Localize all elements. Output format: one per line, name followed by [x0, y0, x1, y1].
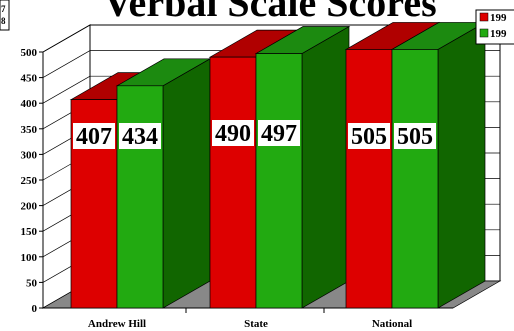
- y-tick-label: 0: [32, 303, 38, 315]
- grid-line-side: [42, 75, 91, 104]
- data-label: 407: [76, 124, 112, 150]
- y-axis: 0 50 100 150 200 250 300 350 400 450 500: [21, 47, 44, 315]
- data-label: 434: [122, 124, 158, 150]
- y-tick-label: 500: [21, 47, 38, 59]
- bar-state-s2: [255, 53, 303, 309]
- bar-side-andrew-hill-s2: [162, 58, 211, 309]
- data-label-box: [258, 120, 300, 146]
- y-tick-label: 350: [21, 124, 38, 136]
- left-edge-text-1: 7: [1, 4, 6, 14]
- x-category-label: Andrew Hill: [88, 318, 146, 330]
- bar-side-national-s2: [437, 21, 486, 309]
- data-label-box: [119, 123, 161, 149]
- y-tick-label: 150: [21, 226, 38, 238]
- legend-label-series-1: 199: [490, 12, 507, 24]
- data-label: 490: [215, 121, 251, 147]
- data-label: 505: [351, 124, 387, 150]
- x-category-label: National: [372, 318, 412, 330]
- data-label-box: [212, 120, 254, 146]
- left-edge-text-2: 8: [1, 16, 6, 26]
- bar-side-state-s2: [301, 25, 350, 309]
- data-label-box: [394, 123, 436, 149]
- grid-line-side: [42, 24, 91, 53]
- x-category-label: State: [244, 318, 268, 330]
- y-tick-label: 450: [21, 73, 38, 85]
- y-tick-label: 300: [21, 149, 38, 161]
- chart-title: Verbal Scale Scores: [103, 0, 436, 25]
- bar-national-s2: [391, 49, 439, 309]
- bar-national-s1: [345, 49, 393, 309]
- grid-line-side: [42, 50, 91, 78]
- data-label-box: [73, 123, 115, 149]
- y-tick-label: 50: [26, 277, 38, 289]
- y-tick-label: 100: [21, 252, 38, 264]
- y-tick-label: 200: [21, 201, 38, 213]
- legend-swatch-series-2: [479, 28, 489, 38]
- data-label: 497: [261, 121, 297, 147]
- legend-swatch-series-1: [479, 12, 489, 22]
- legend: 199 199: [475, 9, 514, 45]
- x-axis: Andrew Hill State National: [88, 308, 412, 330]
- data-label-box: [348, 123, 390, 149]
- bar-andrew-hill-s2: [116, 85, 164, 309]
- left-edge-box: 7 8: [0, 0, 10, 31]
- y-tick-label: 400: [21, 98, 38, 110]
- y-tick-label: 250: [21, 175, 38, 187]
- data-labels: 407 434 490 497 505 505: [73, 120, 436, 150]
- data-label: 505: [397, 124, 433, 150]
- legend-label-series-2: 199: [490, 28, 507, 40]
- bar-state-s1: [209, 56, 257, 309]
